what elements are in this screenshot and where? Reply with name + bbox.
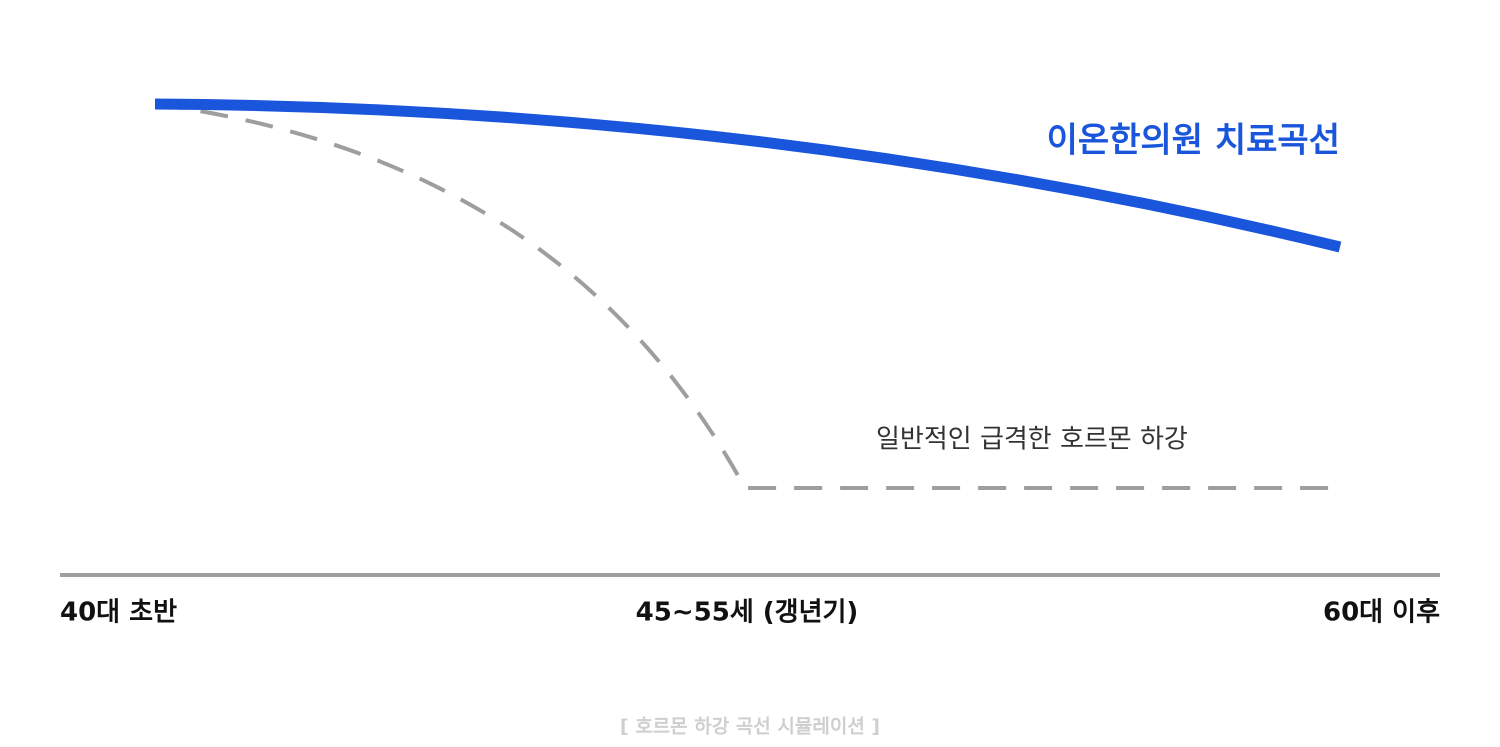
treatment-label: 이온한의원 치료곡선 [1047, 121, 1340, 161]
axis-label: 60대 이후 [1323, 598, 1440, 628]
typical-curve [154, 102, 1340, 490]
treatment-curve [154, 98, 1342, 253]
axis-label: 45~55세 (갱년기) [636, 598, 859, 628]
axis-label: 40대 초반 [60, 598, 177, 628]
typical-label: 일반적인 급격한 호르몬 하강 [876, 425, 1188, 455]
caption: [ 호르몬 하강 곡선 시뮬레이션 ] [620, 716, 880, 738]
